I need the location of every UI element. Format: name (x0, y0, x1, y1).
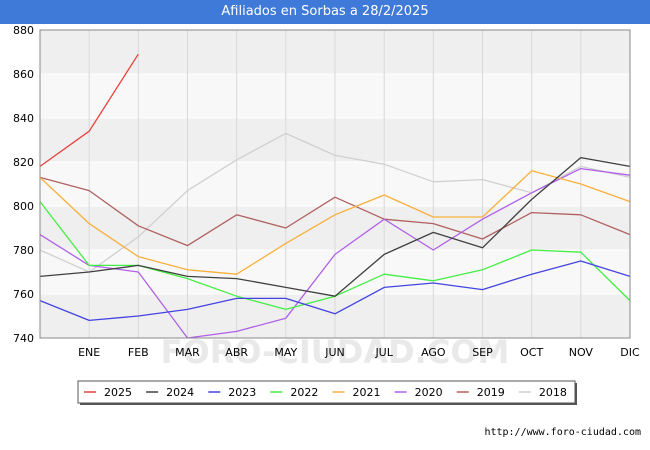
y-tick-label: 820 (13, 156, 34, 169)
x-tick-label: MAY (274, 346, 297, 359)
source-link[interactable]: http://www.foro-ciudad.com (484, 427, 641, 438)
y-tick-label: 800 (13, 200, 34, 213)
legend-label-2018: 2018 (539, 386, 567, 399)
series-line-2023 (39, 260, 631, 322)
y-tick-label: 840 (13, 112, 34, 125)
legend-label-2020: 2020 (415, 386, 443, 399)
legend-label-2025: 2025 (104, 386, 132, 399)
legend-label-2023: 2023 (228, 386, 256, 399)
y-tick-label: 860 (13, 68, 34, 81)
y-tick-label: 880 (13, 24, 34, 37)
legend-label-2022: 2022 (290, 386, 318, 399)
series-line-2020 (39, 167, 631, 339)
x-tick-label: SEP (472, 346, 493, 359)
legend-box (77, 380, 576, 404)
x-tick-label: OCT (520, 346, 543, 359)
legend-label-2024: 2024 (166, 386, 194, 399)
chart-title: Afiliados en Sorbas a 28/2/2025 (0, 0, 650, 24)
y-tick-label: 760 (13, 288, 34, 301)
x-tick-label: NOV (569, 346, 594, 359)
series-line-2019 (39, 176, 631, 247)
y-tick-label: 780 (13, 244, 34, 257)
watermark: FORO-CIUDAD.COM (161, 333, 510, 371)
legend-label-2021: 2021 (353, 386, 381, 399)
x-tick-label: AGO (421, 346, 446, 359)
series-line-2021 (39, 170, 631, 275)
series-line-2024 (39, 156, 631, 297)
series-line-2025 (39, 53, 139, 167)
legend-label-2019: 2019 (477, 386, 505, 399)
x-tick-label: DIC (620, 346, 640, 359)
y-tick-label: 740 (13, 332, 34, 345)
x-tick-label: JUN (324, 346, 345, 359)
plot-frame (39, 29, 631, 339)
x-tick-label: FEB (128, 346, 149, 359)
x-tick-label: MAR (175, 346, 200, 359)
x-tick-label: JUL (374, 346, 393, 359)
x-tick-label: ENE (78, 346, 100, 359)
x-tick-label: ABR (225, 346, 248, 359)
